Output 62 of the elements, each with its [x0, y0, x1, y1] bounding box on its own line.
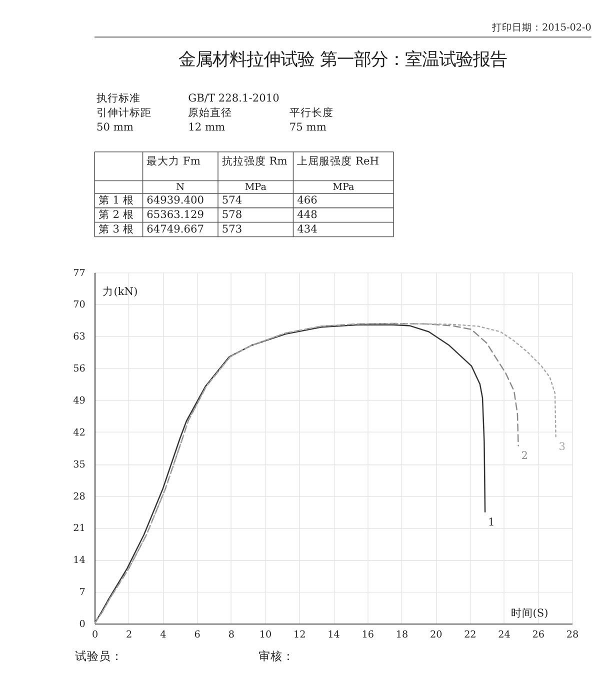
y-tick-label: 49	[73, 396, 86, 406]
text: 金属材料拉伸试验 第一部分：室温试验报告	[178, 50, 508, 70]
y-axis-title: 力(kN)	[102, 285, 138, 298]
text: 打印日期：2015-02-0	[490, 21, 592, 34]
text: MPa	[244, 182, 267, 193]
text: 第 1 根	[98, 193, 134, 206]
text: 审核：	[258, 649, 295, 664]
text: N	[176, 182, 185, 193]
text: 448	[297, 208, 318, 221]
y-tick-label: 42	[73, 427, 86, 438]
text: 上屈服强度 ReH	[297, 154, 380, 168]
text: 75 mm	[289, 120, 326, 134]
y-tick-label: 56	[73, 364, 86, 375]
x-tick-label: 4	[160, 630, 166, 641]
x-tick-label: 12	[294, 630, 306, 641]
text: 578	[222, 208, 242, 221]
series-label: 1	[488, 515, 495, 528]
x-tick-label: 6	[194, 630, 200, 641]
text: 引伸计标距	[96, 106, 152, 120]
y-tick-label: 77	[73, 268, 86, 279]
text: 平行长度	[289, 106, 334, 120]
y-tick-label: 70	[73, 300, 86, 311]
x-tick-label: 14	[328, 630, 340, 641]
text: 573	[222, 222, 242, 236]
y-tick-label: 28	[73, 491, 86, 502]
y-tick-label: 14	[73, 555, 86, 566]
text: 466	[297, 193, 318, 206]
x-tick-label: 24	[498, 630, 510, 641]
y-tick-label: 35	[73, 459, 86, 470]
text: 原始直径	[188, 106, 232, 120]
y-tick-label: 7	[79, 587, 86, 598]
x-tick-label: 2	[126, 630, 132, 641]
x-tick-label: 26	[532, 630, 545, 641]
text: 执行标准	[96, 92, 140, 105]
text: MPa	[332, 182, 354, 193]
text: 第 3 根	[98, 222, 134, 236]
x-tick-label: 28	[566, 630, 579, 641]
text: 12 mm	[188, 120, 226, 134]
x-tick-label: 18	[396, 630, 408, 641]
text: 最大力 Fm	[146, 154, 200, 168]
y-tick-label: 0	[79, 618, 86, 630]
x-tick-label: 22	[464, 630, 476, 641]
text: 65363.129	[146, 208, 204, 221]
x-tick-label: 10	[259, 630, 272, 641]
x-tick-label: 20	[430, 630, 442, 641]
text: 第 2 根	[98, 208, 134, 221]
text: GB/T 228.1-2010	[188, 92, 280, 105]
x-tick-label: 8	[228, 630, 235, 641]
text: 抗拉强度 Rm	[222, 154, 288, 168]
x-axis-title: 时间(S)	[510, 606, 548, 620]
text: 574	[222, 193, 242, 206]
y-tick-label: 63	[73, 332, 86, 343]
x-tick-label: 0	[92, 630, 98, 641]
series-label: 3	[558, 440, 566, 454]
x-tick-label: 16	[362, 630, 374, 641]
text: 50 mm	[96, 120, 134, 134]
text: 64939.400	[146, 193, 204, 206]
series-label: 2	[521, 449, 528, 462]
text: 434	[297, 222, 318, 236]
y-tick-label: 21	[73, 523, 86, 534]
text: 64749.667	[146, 222, 204, 236]
text: 试验员：	[75, 649, 124, 664]
